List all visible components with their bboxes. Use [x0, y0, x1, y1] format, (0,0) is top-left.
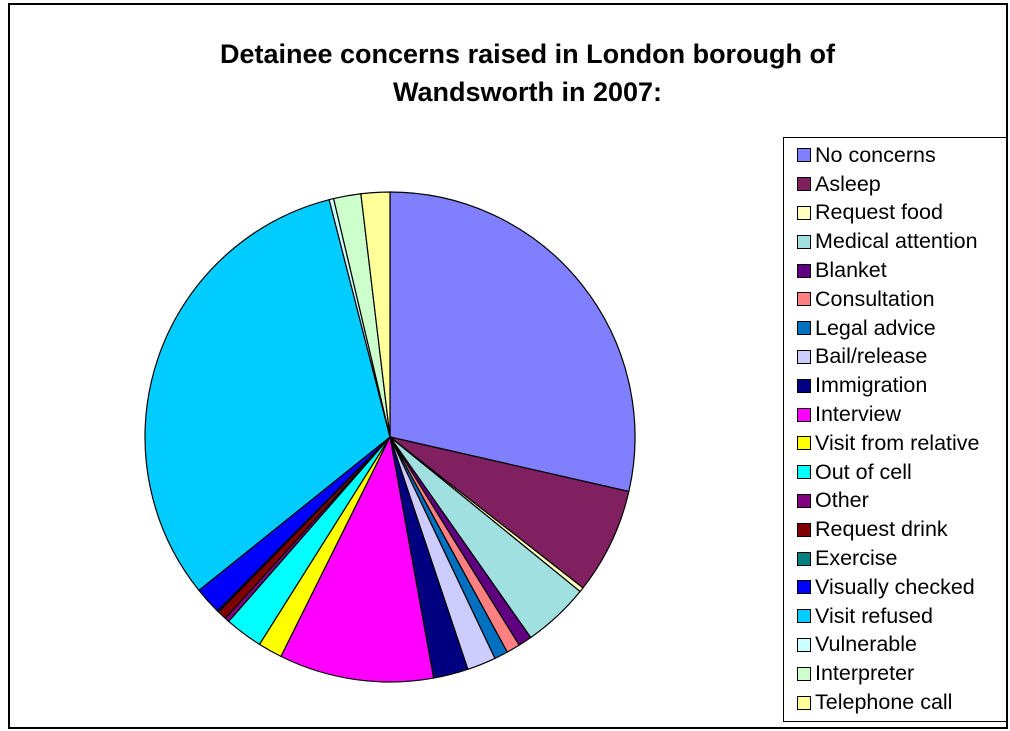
legend-label: Exercise: [815, 546, 898, 571]
legend-item: Interpreter: [784, 659, 1006, 688]
pie-slice-telephone-call: [360, 191, 391, 438]
legend-label: Out of cell: [815, 459, 912, 484]
legend-item: Visually checked: [784, 573, 1006, 602]
chart-legend: No concerns Asleep Request food Medical att…: [783, 137, 1006, 722]
legend-item: Visit refused: [784, 602, 1006, 631]
legend-label: Immigration: [815, 373, 928, 398]
legend-item: No concerns: [784, 141, 1006, 170]
legend-swatch: [797, 580, 811, 595]
legend-label: Vulnerable: [815, 632, 917, 657]
legend-swatch: [797, 407, 811, 422]
legend-item: Immigration: [784, 371, 1006, 400]
pie-slice-asleep: [389, 436, 630, 589]
legend-swatch: [797, 292, 811, 307]
legend-swatch: [797, 378, 811, 393]
legend-item: Exercise: [784, 544, 1006, 573]
pie-chart: [144, 191, 636, 683]
legend-item: Telephone call: [784, 688, 1006, 717]
legend-label: Request drink: [815, 517, 948, 542]
legend-swatch: [797, 465, 811, 480]
legend-swatch: [797, 666, 811, 681]
legend-item: Out of cell: [784, 458, 1006, 487]
legend-label: Interpreter: [815, 661, 915, 686]
legend-swatch: [797, 436, 811, 451]
legend-item: Medical attention: [784, 227, 1006, 256]
legend-label: Consultation: [815, 286, 935, 311]
pie-slice-visit-refused: [144, 199, 391, 591]
legend-label: Bail/release: [815, 344, 928, 369]
legend-item: Bail/release: [784, 343, 1006, 372]
legend-label: Legal advice: [815, 315, 936, 340]
legend-item: Request food: [784, 199, 1006, 228]
legend-item: Other: [784, 487, 1006, 516]
legend-item: Asleep: [784, 170, 1006, 199]
legend-swatch: [797, 349, 811, 364]
legend-label: Blanket: [815, 258, 887, 283]
legend-item: Legal advice: [784, 314, 1006, 343]
chart-title-line-2: Wandsworth in 2007:: [392, 77, 663, 107]
legend-label: Request food: [815, 200, 943, 225]
pie-slice-no-concerns: [389, 191, 636, 493]
legend-label: Visit refused: [815, 603, 933, 628]
legend-swatch: [797, 695, 811, 710]
legend-swatch: [797, 263, 811, 278]
legend-swatch: [797, 609, 811, 624]
legend-swatch: [797, 637, 811, 652]
legend-item: Interview: [784, 400, 1006, 429]
chart-title: Detainee concerns raised in London borou…: [10, 35, 1006, 111]
legend-label: Visually checked: [815, 574, 975, 599]
legend-swatch: [797, 522, 811, 537]
legend-label: Interview: [815, 402, 902, 427]
legend-swatch: [797, 321, 811, 336]
legend-item: Vulnerable: [784, 631, 1006, 660]
legend-label: Telephone call: [815, 690, 953, 715]
legend-item: Blanket: [784, 256, 1006, 285]
legend-swatch: [797, 551, 811, 566]
legend-label: Asleep: [815, 171, 881, 196]
legend-swatch: [797, 234, 811, 249]
legend-label: No concerns: [815, 142, 936, 167]
legend-item: Visit from relative: [784, 429, 1006, 458]
legend-label: Visit from relative: [815, 430, 980, 455]
chart-frame: Detainee concerns raised in London borou…: [8, 3, 1008, 729]
legend-swatch: [797, 205, 811, 220]
legend-label: Medical attention: [815, 229, 978, 254]
pie-slice-interview: [280, 436, 435, 683]
chart-title-line-1: Detainee concerns raised in London borou…: [219, 39, 836, 69]
legend-item: Request drink: [784, 515, 1006, 544]
legend-swatch: [797, 148, 811, 163]
legend-label: Other: [815, 488, 869, 513]
legend-swatch: [797, 177, 811, 192]
legend-item: Consultation: [784, 285, 1006, 314]
legend-swatch: [797, 493, 811, 508]
